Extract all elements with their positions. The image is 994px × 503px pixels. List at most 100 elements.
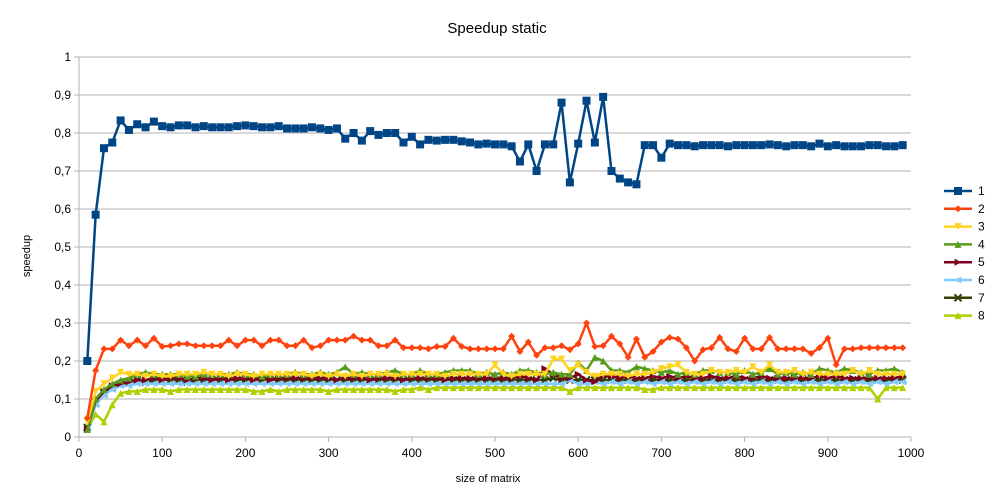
data-point (533, 376, 541, 384)
data-point (657, 338, 665, 346)
data-point (707, 367, 715, 374)
data-point (208, 386, 216, 393)
data-point (699, 384, 707, 392)
data-point (757, 378, 765, 386)
data-point (441, 376, 449, 384)
data-point (699, 141, 707, 150)
data-point (849, 374, 857, 382)
data-point (791, 345, 799, 353)
data-point (607, 378, 615, 386)
data-point (183, 121, 192, 130)
data-point (674, 384, 682, 392)
data-point (458, 370, 466, 378)
data-point (632, 370, 640, 378)
data-point (832, 141, 841, 150)
data-point (766, 384, 774, 392)
data-point (641, 386, 649, 393)
data-point (782, 384, 790, 392)
data-point (275, 380, 283, 388)
data-point (532, 167, 541, 175)
data-point (366, 127, 375, 136)
data-point (882, 384, 890, 392)
data-point (791, 367, 799, 374)
data-point (574, 384, 582, 392)
data-point (690, 142, 699, 151)
data-point (383, 386, 391, 393)
data-point (300, 370, 308, 378)
data-point (732, 370, 740, 378)
data-point (865, 141, 874, 150)
data-point (599, 357, 607, 365)
data-point (798, 141, 807, 150)
legend-item-7: 7 (944, 291, 985, 305)
data-point (524, 384, 532, 392)
data-point (541, 380, 549, 388)
x-tick-label: 400 (402, 446, 422, 460)
data-point (899, 344, 907, 352)
data-point (666, 367, 674, 374)
data-point (216, 123, 225, 132)
data-point (533, 370, 541, 378)
data-point (699, 370, 707, 378)
data-point (441, 372, 449, 380)
data-point (416, 140, 425, 149)
data-point (466, 384, 474, 392)
data-point (216, 380, 224, 388)
data-point (142, 376, 150, 384)
data-point (840, 374, 848, 382)
data-point (333, 380, 341, 388)
data-point (499, 140, 508, 149)
data-point (624, 384, 632, 392)
data-point (325, 336, 333, 344)
data-point (167, 342, 175, 350)
data-point (233, 342, 241, 350)
data-point (91, 210, 100, 219)
data-point (666, 363, 674, 371)
data-point (407, 132, 416, 141)
data-point (466, 138, 475, 147)
data-point (807, 368, 815, 376)
x-tick-label: 700 (651, 446, 671, 460)
legend-item-2: 2 (944, 202, 985, 216)
data-point (291, 370, 299, 378)
data-point (641, 365, 649, 373)
data-point (873, 141, 882, 150)
data-point (449, 384, 457, 392)
data-point (840, 370, 848, 378)
data-point (674, 335, 682, 343)
x-tick-label: 500 (485, 446, 505, 460)
data-point (574, 361, 582, 369)
data-point (840, 365, 848, 373)
data-point (124, 125, 133, 134)
chart-title: Speedup static (447, 20, 547, 37)
data-point (541, 370, 549, 378)
data-point (832, 384, 840, 392)
x-tick-label: 900 (818, 446, 838, 460)
legend-label: 6 (978, 273, 985, 287)
data-point (158, 386, 166, 393)
data-point (499, 374, 507, 382)
data-point (890, 142, 899, 151)
x-tick-label: 100 (152, 446, 172, 460)
data-point (174, 121, 183, 130)
data-point (158, 343, 166, 351)
data-point (433, 370, 441, 378)
data-point (341, 386, 349, 393)
data-point (399, 376, 407, 384)
data-point (890, 365, 898, 373)
data-point (898, 141, 907, 150)
data-point (566, 387, 574, 395)
data-point (341, 336, 349, 344)
data-point (799, 384, 807, 392)
data-point (424, 370, 432, 378)
data-point (516, 348, 524, 355)
legend-label: 8 (978, 309, 985, 323)
data-point (815, 139, 824, 148)
data-point (591, 384, 599, 392)
data-point (283, 342, 291, 350)
data-point (250, 380, 258, 388)
data-point (583, 319, 591, 327)
data-point (491, 384, 499, 392)
data-point (874, 374, 882, 382)
